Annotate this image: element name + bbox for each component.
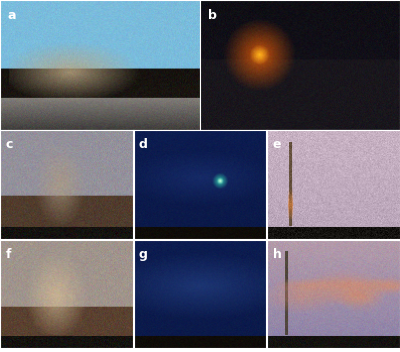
Text: f: f bbox=[5, 248, 11, 260]
Text: b: b bbox=[208, 9, 217, 22]
Text: e: e bbox=[272, 138, 281, 151]
Text: g: g bbox=[139, 248, 148, 260]
Text: d: d bbox=[139, 138, 148, 151]
Text: h: h bbox=[272, 248, 281, 260]
Text: c: c bbox=[5, 138, 13, 151]
Text: a: a bbox=[8, 9, 16, 22]
